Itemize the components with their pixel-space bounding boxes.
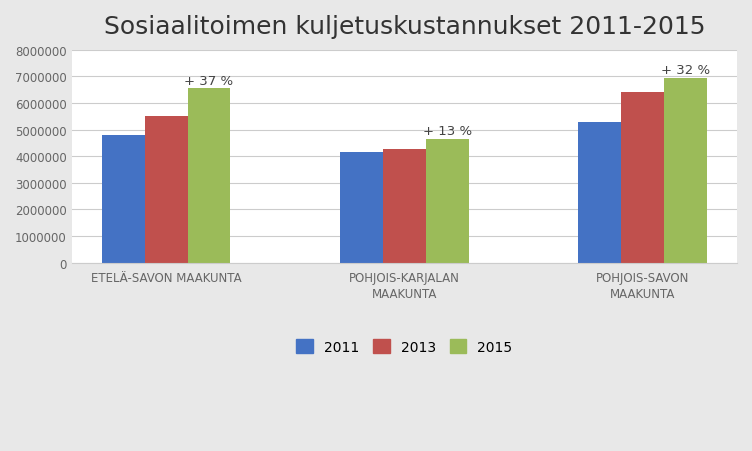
Bar — [664, 78, 707, 263]
Text: + 32 %: + 32 % — [661, 64, 710, 77]
Title: Sosiaalitoimen kuljetuskustannukset 2011-2015: Sosiaalitoimen kuljetuskustannukset 2011… — [104, 15, 705, 39]
Bar — [187, 89, 230, 263]
Bar — [426, 139, 468, 263]
Text: + 13 %: + 13 % — [423, 125, 472, 138]
Legend: 2011, 2013, 2015: 2011, 2013, 2015 — [290, 334, 518, 359]
Text: + 37 %: + 37 % — [184, 74, 234, 87]
Bar — [621, 93, 664, 263]
Bar — [144, 117, 187, 263]
Bar — [340, 153, 383, 263]
Bar — [383, 150, 426, 263]
Bar — [102, 136, 144, 263]
Bar — [578, 122, 621, 263]
